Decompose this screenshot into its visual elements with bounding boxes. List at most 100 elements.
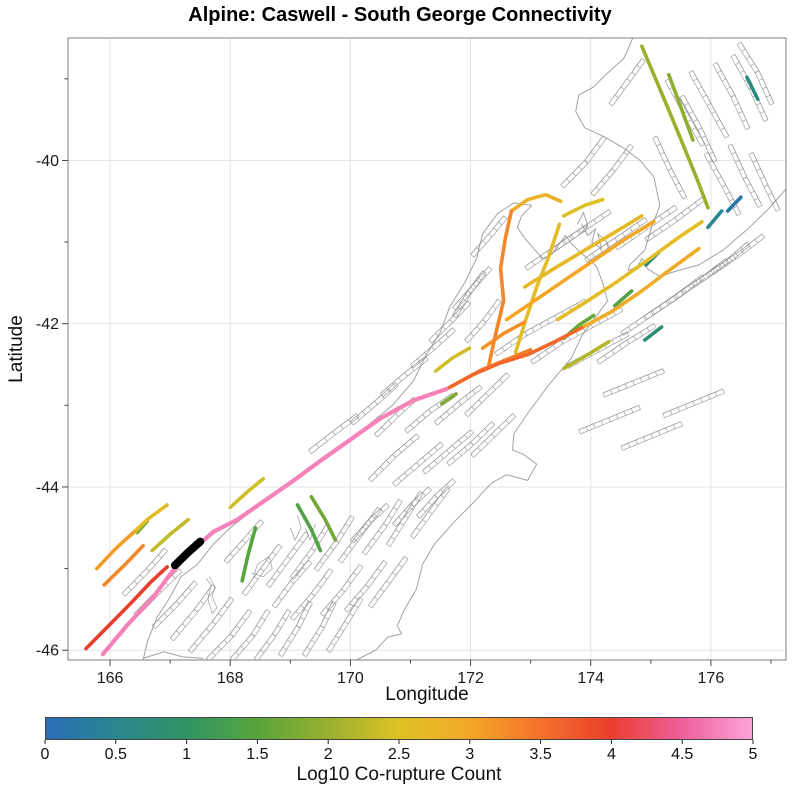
background-fault-ticks — [410, 327, 456, 369]
lake-outline — [304, 523, 316, 542]
background-fault-ticks — [428, 300, 472, 344]
x-tick-label: 176 — [698, 670, 725, 687]
colorbar-tick-label: 3.5 — [529, 746, 552, 763]
rupture-trace-ni-green-b — [667, 72, 695, 142]
rupture-trace-clarence — [555, 219, 704, 322]
background-fault — [740, 41, 775, 104]
background-fault-ticks — [254, 609, 292, 660]
background-fault-ticks — [151, 580, 198, 630]
background-fault-ticks — [710, 233, 765, 275]
background-fault-ticks — [344, 560, 388, 613]
background-fault-ticks — [560, 135, 607, 189]
colorbar-tick-label: 0 — [40, 746, 50, 763]
lake-outline — [251, 555, 273, 579]
rupture-trace-mid-green-b — [613, 289, 634, 308]
rupture-trace-sw-orange-b — [102, 543, 145, 587]
rupture-trace-hope-east — [579, 246, 701, 330]
rupture-trace-sw-green-c — [309, 494, 338, 542]
rupture-trace-mid-green-c — [439, 392, 458, 406]
rupture-trace-mid-yellow-a — [433, 346, 472, 373]
background-fault-ticks — [290, 568, 334, 621]
x-tick-label: 174 — [577, 670, 604, 687]
background-fault-ticks — [169, 584, 217, 642]
rupture-trace-teal-a — [643, 325, 664, 342]
y-tick-label: -42 — [36, 316, 59, 333]
background-fault-ticks — [727, 143, 763, 208]
plot-border — [67, 37, 787, 661]
background-fault-ticks — [464, 372, 510, 417]
background-fault-ticks — [278, 600, 313, 657]
y-axis-label: Latitude — [6, 315, 27, 383]
rupture-trace-sw-yellow-c — [228, 477, 266, 510]
colorbar-tickmarks — [44, 740, 754, 744]
background-fault — [470, 413, 513, 455]
background-fault — [731, 143, 763, 206]
rupture-trace-sw-red — [84, 565, 169, 651]
rupture-trace-sw-green-d — [295, 503, 323, 553]
background-fault-ticks — [736, 41, 775, 106]
background-fault-ticks — [434, 384, 483, 426]
background-fault — [578, 404, 639, 431]
coastline — [142, 202, 532, 660]
y-tick-label: -44 — [36, 479, 59, 496]
background-fault-ticks — [464, 298, 502, 344]
x-tick-label: 166 — [97, 670, 124, 687]
background-fault-ticks — [410, 486, 451, 539]
background-fault-ticks — [350, 503, 390, 544]
background-fault-ticks — [748, 151, 781, 212]
background-fault-ticks — [712, 62, 751, 131]
highlight-section — [170, 537, 205, 570]
colorbar-gradient — [45, 717, 753, 740]
background-fault-ticks — [121, 547, 168, 597]
background-fault-ticks — [241, 543, 283, 596]
background-fault-ticks — [422, 429, 474, 475]
rupture-trace-sw-orange-a — [95, 530, 136, 571]
colorbar-tick-label: 1 — [182, 746, 192, 763]
background-fault-ticks — [662, 388, 725, 419]
y-tick-label: -46 — [36, 643, 59, 660]
background-fault — [584, 217, 646, 259]
background-fault-ticks — [596, 323, 657, 365]
background-fault — [410, 327, 453, 365]
rupture-trace-alpine-fault — [100, 386, 449, 657]
background-fault — [644, 196, 703, 239]
background-fault-ticks — [470, 215, 508, 258]
background-fault-ticks — [392, 486, 432, 527]
coastline — [627, 188, 786, 277]
background-fault-ticks — [326, 596, 364, 653]
background-fault-ticks — [416, 478, 456, 519]
x-axis-label: Longitude — [385, 684, 469, 705]
coastline — [142, 651, 204, 659]
colorbar-tick-label: 4.5 — [671, 746, 694, 763]
rupture-trace-sw-green-b — [240, 526, 258, 583]
background-fault-ticks — [470, 413, 517, 458]
background-fault-ticks — [688, 70, 730, 139]
colorbar-tick-label: 4 — [606, 746, 616, 763]
background-fault-ticks — [644, 196, 705, 242]
y-tick-label: -40 — [36, 153, 59, 170]
background-fault — [446, 421, 492, 463]
background-fault-ticks — [578, 405, 641, 435]
background-fault — [620, 421, 682, 447]
rupture-trace-north-branch — [486, 209, 514, 368]
background-fault-ticks — [530, 307, 624, 365]
background-fault-ticks — [446, 421, 495, 467]
x-tick-label: 172 — [457, 670, 484, 687]
coastline — [575, 38, 661, 271]
background-fault — [121, 547, 165, 594]
background-fault-ticks — [350, 382, 399, 426]
rupture-trace-blue-a — [725, 195, 743, 213]
rupture-trace-top-curve — [509, 192, 563, 213]
rupture-trace-hope-west — [444, 326, 584, 391]
rupture-trace-north-branch-east — [513, 222, 562, 355]
colorbar-tick-label: 5 — [748, 746, 758, 763]
background-fault-ticks — [620, 421, 683, 451]
x-tick-label: 168 — [217, 670, 244, 687]
gridlines — [68, 38, 786, 660]
background-fault — [710, 233, 763, 271]
lake-outline — [205, 576, 218, 615]
rupture-trace-top-yellow-b — [561, 197, 605, 218]
rupture-trace-sw-yellow-b — [150, 517, 190, 553]
rupture-trace-teal-b — [706, 209, 724, 230]
map-content — [84, 38, 786, 660]
